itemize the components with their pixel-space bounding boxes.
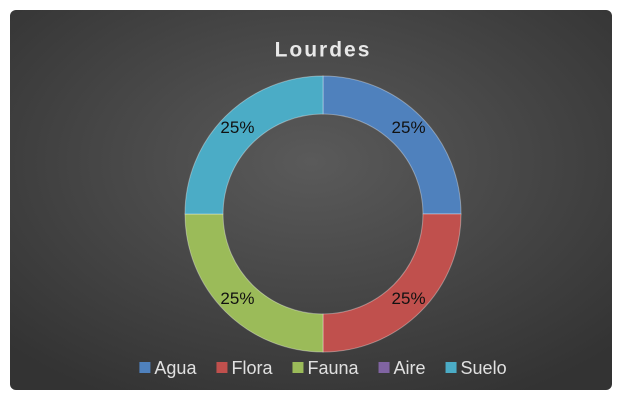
legend: Agua Flora Fauna Aire Suelo: [139, 358, 507, 378]
chart-title: Lourdes: [275, 39, 372, 62]
legend-label: Aire: [394, 358, 426, 378]
legend-label: Agua: [154, 358, 197, 378]
data-label: 25%: [220, 289, 254, 308]
legend-marker: [292, 362, 304, 373]
legend-label: Fauna: [307, 358, 359, 378]
doughnut-segment: [184, 75, 324, 215]
legend-marker: [378, 362, 390, 373]
legend-marker: [445, 362, 457, 373]
data-label: 25%: [220, 118, 254, 137]
data-label: 25%: [392, 118, 426, 137]
doughnut-segment: [184, 213, 324, 353]
chart-area: [10, 10, 612, 390]
doughnut-segment: [322, 213, 462, 353]
data-label: 25%: [392, 289, 426, 308]
legend-marker: [216, 362, 228, 373]
doughnut-segment: [322, 75, 462, 215]
legend-label: Suelo: [461, 358, 507, 378]
legend-marker: [139, 362, 151, 373]
legend-label: Flora: [231, 358, 273, 378]
